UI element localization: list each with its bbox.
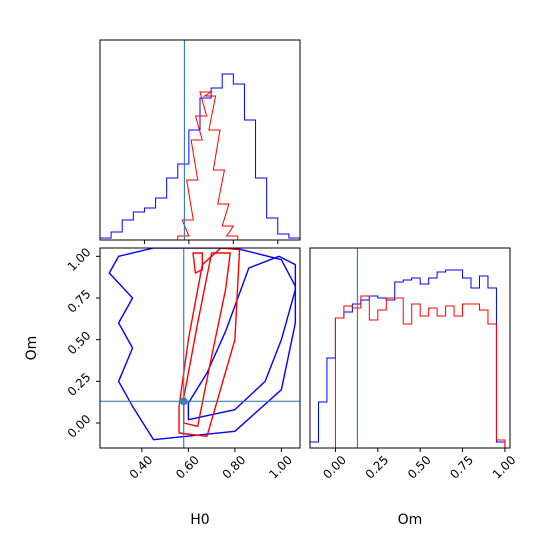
- hist-h0-frame: [99, 39, 301, 241]
- hist-h0-series-1-step: [177, 91, 239, 240]
- panel-hist-om: 0.00 0.25 0.50 0.75 1.00 Om: [309, 247, 518, 528]
- contour-ticks: 0.40 0.60 0.80 1.00 0.00 0.25 0.50 0.75 1.00: [65, 245, 295, 481]
- contour-frame: [99, 247, 301, 449]
- hist-om-series-0-step: [310, 269, 506, 448]
- contour-series-1-contour-2: [192, 252, 204, 274]
- panel-hist-h0: [99, 39, 301, 244]
- hist-h0-series-0-step: [100, 73, 300, 240]
- hist-om-x-axis-label: Om: [398, 512, 423, 528]
- contour-y-tick-label-0: 0.00: [65, 412, 94, 441]
- contour-series-1-contour-1: [178, 248, 241, 438]
- contour-series-0-contour-1: [108, 248, 297, 441]
- hist-om-x-tick-label-0: 0.00: [320, 453, 349, 482]
- hist-om-x-tick-label-3: 0.75: [447, 453, 476, 482]
- contour-y-tick-label-4: 1.00: [65, 245, 94, 274]
- hist-om-frame: [309, 247, 511, 449]
- contour-y-tick-label-3: 0.75: [65, 287, 94, 316]
- contour-truth-point: [179, 397, 188, 406]
- panel-contour: 0.40 0.60 0.80 1.000.000.250.500.751.00 H0 …: [24, 245, 301, 528]
- hist-h0-ticks: [143, 240, 279, 244]
- contour-x-tick-label-0: 0.40: [127, 453, 156, 482]
- contour-marks: [100, 248, 300, 448]
- contour-y-axis-label: Om: [24, 336, 40, 361]
- contour-x-tick-label-1: 0.60: [173, 453, 202, 482]
- contour-y-tick-label-2: 0.50: [65, 328, 94, 357]
- hist-om-series-1-step: [334, 295, 506, 448]
- hist-h0-marks: [100, 40, 300, 240]
- hist-om-x-tick-label-2: 0.50: [405, 453, 434, 482]
- hist-om-marks: [310, 248, 506, 448]
- contour-x-tick-label-2: 0.80: [220, 453, 249, 482]
- contour-series-1-contour-0: [183, 252, 231, 428]
- contour-y-tick-label-1: 0.25: [65, 370, 94, 399]
- contour-x-tick-label-3: 1.00: [266, 453, 295, 482]
- hist-om-ticks: 0.00 0.25 0.50 0.75 1.00: [320, 448, 518, 482]
- contour-x-axis-label: H0: [190, 512, 209, 528]
- hist-om-x-tick-label-4: 1.00: [490, 453, 519, 482]
- contour-series-0-contour-0: [187, 255, 297, 421]
- hist-om-x-tick-label-1: 0.25: [363, 453, 392, 482]
